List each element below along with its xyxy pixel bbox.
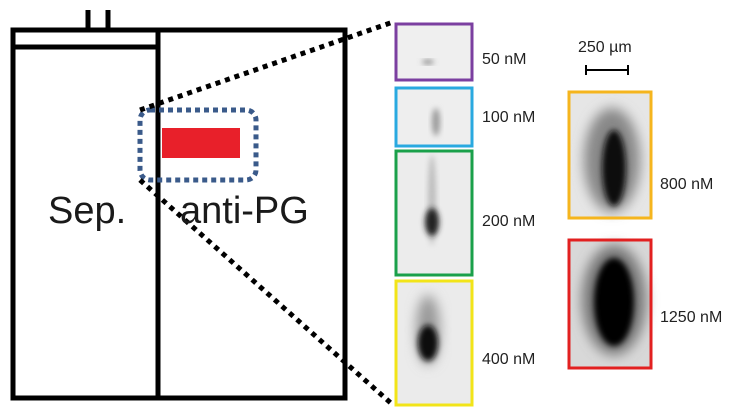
panel-label: 50 nM <box>482 51 526 68</box>
panel <box>569 92 651 218</box>
panel-label: 800 nM <box>660 176 713 193</box>
panel <box>396 88 472 146</box>
capture-zone <box>162 128 240 158</box>
panel <box>396 24 472 80</box>
figure: Sep. anti-PG 50 nM 100 nM 200 nM 400 nM … <box>0 0 744 408</box>
channel-label: Sep. <box>48 190 126 232</box>
panel-label: 400 nM <box>482 351 535 368</box>
panel-label: 1250 nM <box>660 309 722 326</box>
scale-bar <box>586 65 628 75</box>
scale-bar-label: 250 µm <box>578 39 632 56</box>
panel <box>396 281 472 405</box>
zoom-line <box>140 22 393 110</box>
channel-label: anti-PG <box>180 190 309 232</box>
panel <box>396 151 472 275</box>
panel-label: 200 nM <box>482 213 535 230</box>
panel-label: 100 nM <box>482 109 535 126</box>
panel <box>569 240 651 368</box>
